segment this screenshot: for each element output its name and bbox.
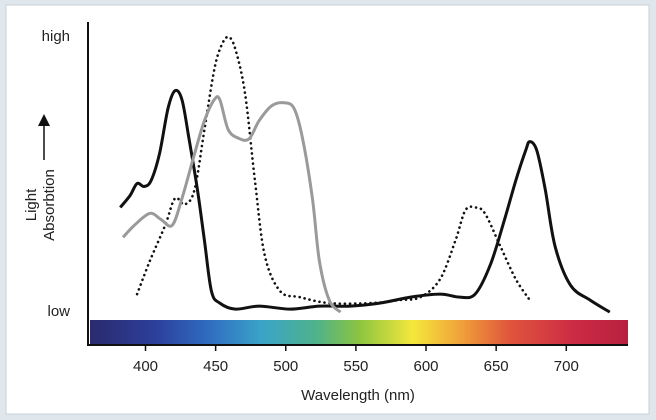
series-line <box>119 88 611 314</box>
x-tick-label: 400 <box>133 358 158 375</box>
x-tick-label: 450 <box>203 358 228 375</box>
y-axis-label: Absorbtion <box>41 169 58 241</box>
series-line <box>121 95 342 314</box>
x-tick-label: 550 <box>343 358 368 375</box>
spectrum-bar <box>90 320 628 345</box>
panel <box>5 4 650 415</box>
x-tick-label: 650 <box>484 358 509 375</box>
y-tick-label: high <box>42 28 70 45</box>
y-axis-label: Light <box>23 188 40 221</box>
x-tick-label: 500 <box>273 358 298 375</box>
series-line <box>135 35 532 305</box>
y-tick-label: low <box>47 303 70 320</box>
x-tick-label: 600 <box>414 358 439 375</box>
x-tick-label: 700 <box>554 358 579 375</box>
x-axis-label: Wavelength (nm) <box>301 387 415 404</box>
